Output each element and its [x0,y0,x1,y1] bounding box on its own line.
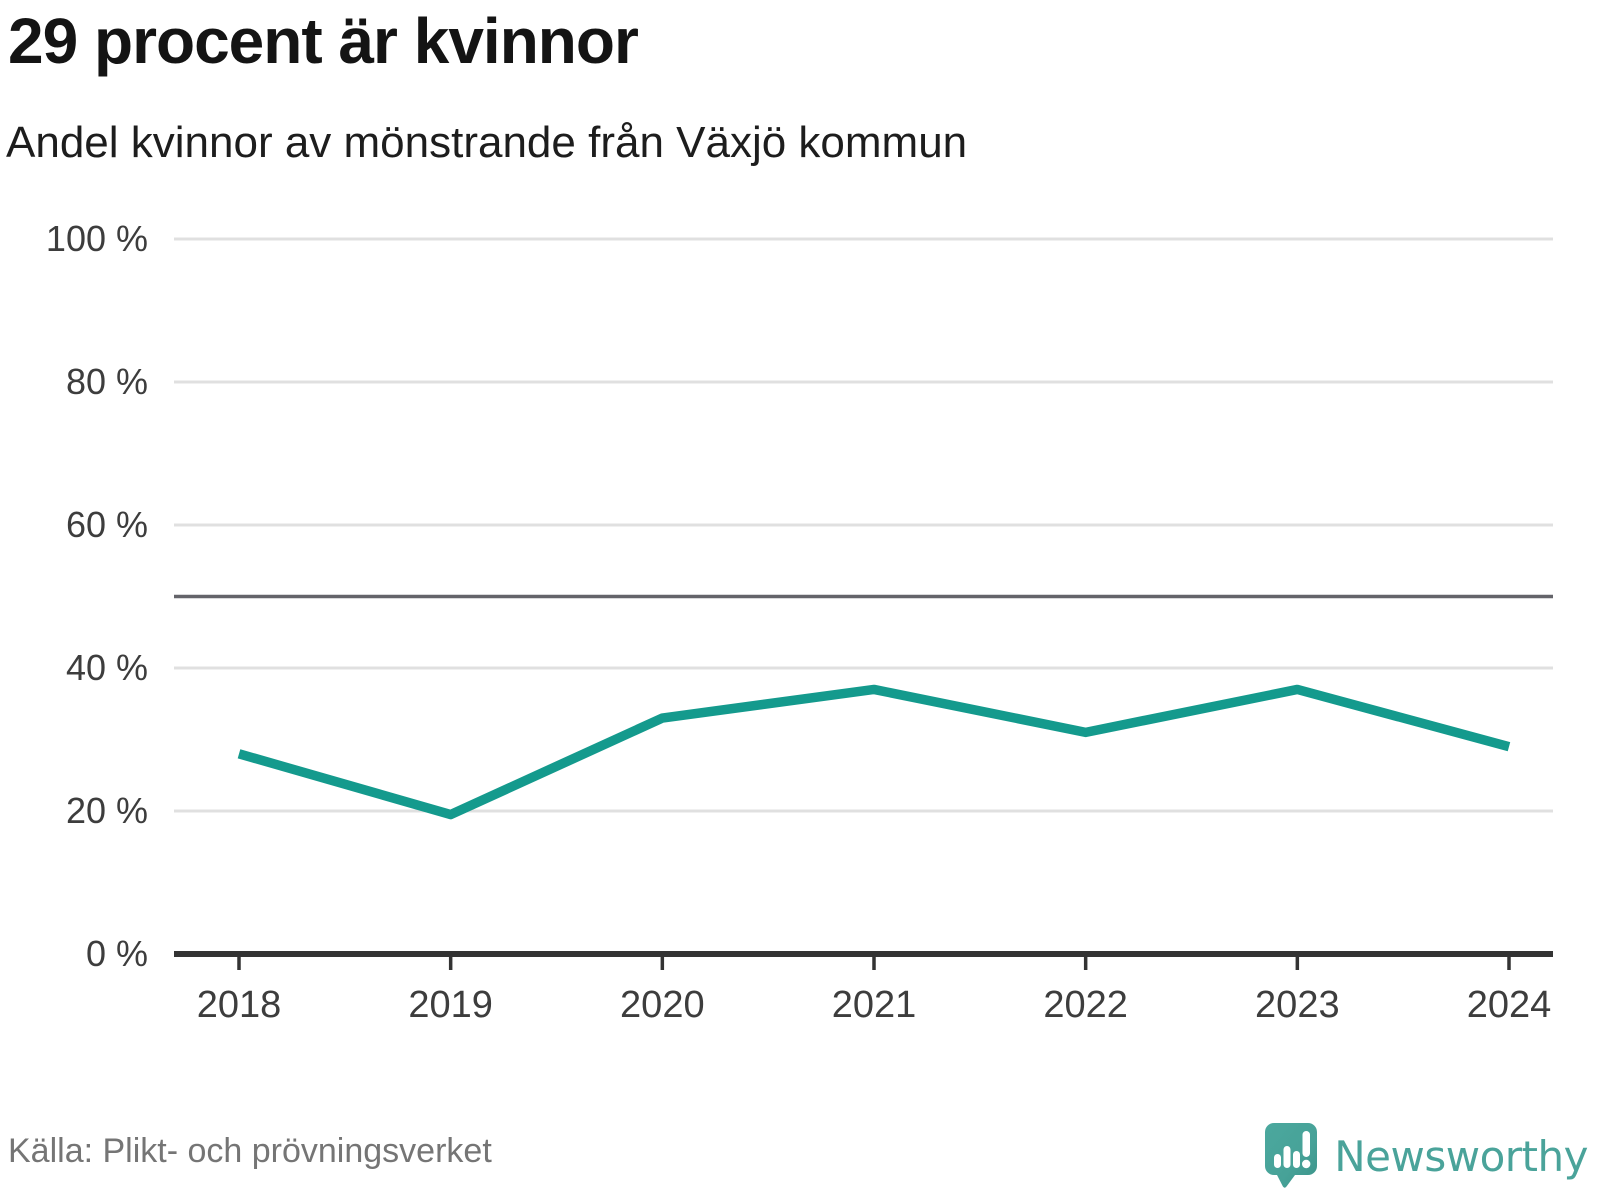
logo-bar-short [1274,1154,1282,1168]
page-title: 29 procent är kvinnor [8,5,639,77]
logo-exclamation-dot [1302,1159,1311,1169]
y-tick-label: 20 % [66,790,148,831]
logo-exclamation-bar [1302,1131,1311,1157]
newsworthy-logo: Newsworthy [1264,1122,1588,1190]
x-tick-label: 2018 [197,984,282,1026]
x-tick-label: 2022 [1043,984,1128,1026]
newsworthy-logo-icon [1265,1123,1318,1188]
x-tick-label: 2023 [1255,984,1340,1026]
chart-subtitle: Andel kvinnor av mönstrande från Växjö k… [6,118,968,167]
logo-bar-medium [1293,1151,1301,1168]
y-tick-label: 100 % [46,218,148,259]
source-note: Källa: Plikt- och prövningsverket [8,1132,492,1170]
logo-bar-tall [1283,1146,1291,1168]
x-tick-label: 2019 [408,984,493,1026]
y-tick-label: 80 % [66,361,148,402]
x-tick-label: 2020 [620,984,705,1026]
y-tick-label: 0 % [86,933,148,974]
x-tick-label: 2021 [832,984,917,1026]
y-tick-label: 40 % [66,647,148,688]
x-tick-label: 2024 [1467,984,1552,1026]
newsworthy-wordmark: Newsworthy [1334,1131,1588,1181]
y-tick-label: 60 % [66,504,148,545]
data-line [237,684,1511,820]
line-chart: 0 % 20 % 40 % 60 % 80 % 100 % 2018 2019 2020 2021… [46,218,1553,1026]
